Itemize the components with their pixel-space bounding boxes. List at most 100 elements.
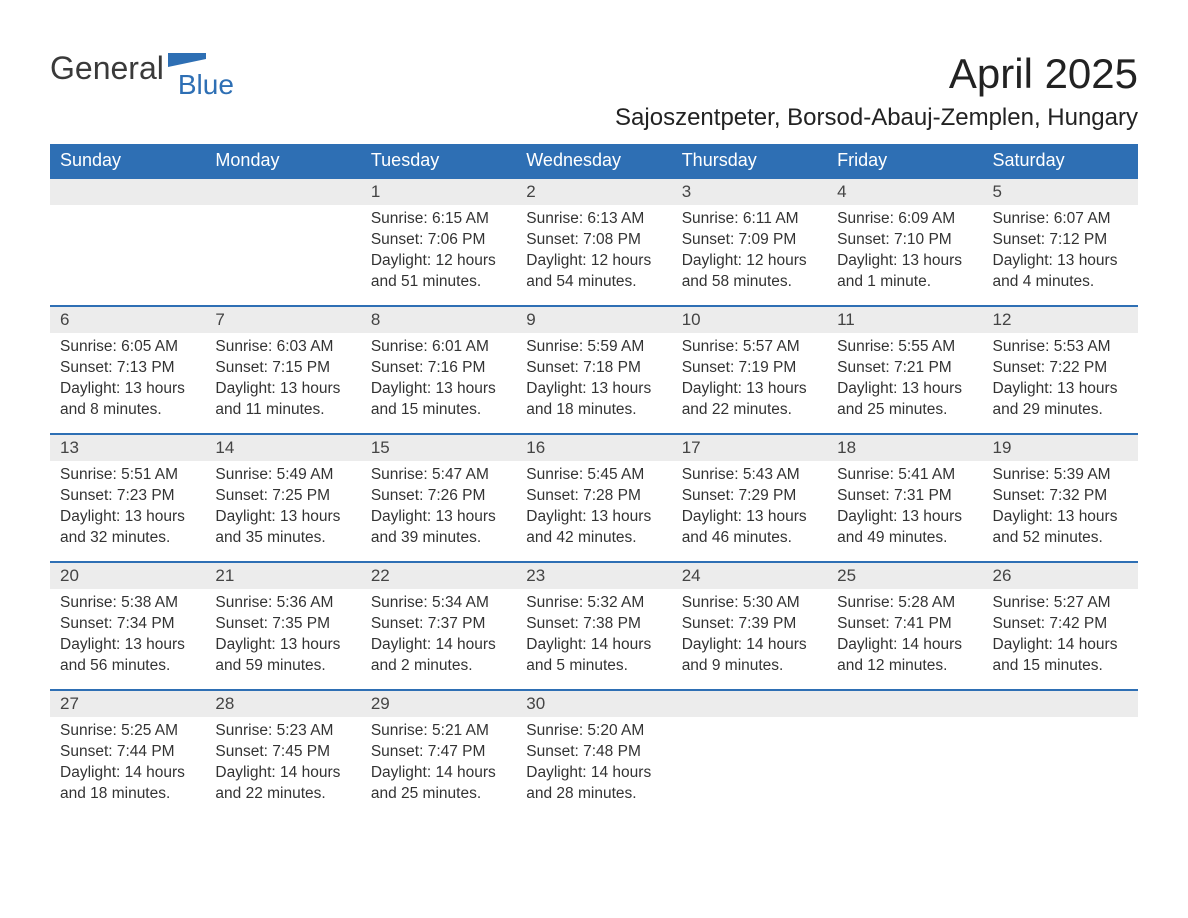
- calendar-cell: 18Sunrise: 5:41 AMSunset: 7:31 PMDayligh…: [827, 433, 982, 561]
- calendar-week: 13 Sunrise: 5:51 AMSunset: 7:23 PM Dayligh…: [50, 433, 1138, 561]
- day-number-band: 21: [205, 561, 360, 589]
- daylight-line1: Daylight: 13 hours: [837, 507, 972, 528]
- sunset-text: Sunset: 7:35 PM: [215, 614, 350, 635]
- day-number-band: 10: [672, 305, 827, 333]
- day-body: Sunrise: 5:25 AMSunset: 7:44 PMDaylight:…: [50, 717, 205, 815]
- day-number-band: [205, 177, 360, 205]
- day-body: Sunrise: 5:41 AMSunset: 7:31 PMDaylight:…: [827, 461, 982, 559]
- day-number-band: 7: [205, 305, 360, 333]
- sunset-text: Sunset: 7:22 PM: [993, 358, 1128, 379]
- daylight-line1: Daylight: 13 hours: [993, 379, 1128, 400]
- day-body: Sunrise: 5:49 AMSunset: 7:25 PMDaylight:…: [205, 461, 360, 559]
- sunrise-text: Sunrise: 5:45 AM: [526, 465, 661, 486]
- sunset-text: Sunset: 7:42 PM: [993, 614, 1128, 635]
- sunset-text: Sunset: 7:28 PM: [526, 486, 661, 507]
- daylight-line1: Daylight: 14 hours: [371, 635, 506, 656]
- sunrise-text: Sunrise: 6:11 AM: [682, 209, 817, 230]
- sunrise-text: Sunrise: 6:01 AM: [371, 337, 506, 358]
- daylight-line2: and 11 minutes.: [215, 400, 350, 421]
- sunrise-text: Sunrise: 5:59 AM: [526, 337, 661, 358]
- sunrise-text: Sunrise: 5:27 AM: [993, 593, 1128, 614]
- daylight-line2: and 58 minutes.: [682, 272, 817, 293]
- day-number-band: 3: [672, 177, 827, 205]
- sunset-text: Sunset: 7:34 PM: [60, 614, 195, 635]
- daylight-line1: Daylight: 14 hours: [837, 635, 972, 656]
- daylight-line2: and 8 minutes.: [60, 400, 195, 421]
- daylight-line2: and 49 minutes.: [837, 528, 972, 549]
- day-number-band: 14: [205, 433, 360, 461]
- day-body: Sunrise: 6:03 AMSunset: 7:15 PMDaylight:…: [205, 333, 360, 431]
- daylight-line2: and 1 minute.: [837, 272, 972, 293]
- day-header: Sunday: [50, 144, 205, 177]
- daylight-line1: Daylight: 13 hours: [215, 379, 350, 400]
- day-number-band: 29: [361, 689, 516, 717]
- day-body: Sunrise: 6:13 AMSunset: 7:08 PMDaylight:…: [516, 205, 671, 303]
- day-number-band: 15: [361, 433, 516, 461]
- day-header: Monday: [205, 144, 360, 177]
- daylight-line2: and 12 minutes.: [837, 656, 972, 677]
- day-number-band: 5: [983, 177, 1138, 205]
- day-number-band: [827, 689, 982, 717]
- day-body: Sunrise: 5:20 AMSunset: 7:48 PMDaylight:…: [516, 717, 671, 815]
- day-header: Friday: [827, 144, 982, 177]
- sunset-text: Sunset: 7:37 PM: [371, 614, 506, 635]
- calendar-cell: 9Sunrise: 5:59 AMSunset: 7:18 PMDaylight…: [516, 305, 671, 433]
- sunrise-text: Sunrise: 5:20 AM: [526, 721, 661, 742]
- daylight-line1: Daylight: 12 hours: [371, 251, 506, 272]
- daylight-line1: Daylight: 13 hours: [993, 251, 1128, 272]
- calendar-cell: 11Sunrise: 5:55 AMSunset: 7:21 PMDayligh…: [827, 305, 982, 433]
- calendar-cell: 5Sunrise: 6:07 AMSunset: 7:12 PMDaylight…: [983, 177, 1138, 305]
- daylight-line1: Daylight: 13 hours: [215, 507, 350, 528]
- brand-part2: Blue: [178, 69, 234, 101]
- day-number-band: 2: [516, 177, 671, 205]
- sunrise-text: Sunrise: 6:07 AM: [993, 209, 1128, 230]
- sunrise-text: Sunrise: 6:13 AM: [526, 209, 661, 230]
- day-body: Sunrise: 5:47 AMSunset: 7:26 PMDaylight:…: [361, 461, 516, 559]
- day-body: Sunrise: 6:09 AMSunset: 7:10 PMDaylight:…: [827, 205, 982, 303]
- day-number-band: 19: [983, 433, 1138, 461]
- day-number-band: 30: [516, 689, 671, 717]
- day-body: Sunrise: 5:38 AMSunset: 7:34 PMDaylight:…: [50, 589, 205, 687]
- daylight-line2: and 42 minutes.: [526, 528, 661, 549]
- day-body: Sunrise: 5:57 AMSunset: 7:19 PMDaylight:…: [672, 333, 827, 431]
- calendar-cell: 23Sunrise: 5:32 AMSunset: 7:38 PMDayligh…: [516, 561, 671, 689]
- sunrise-text: Sunrise: 5:28 AM: [837, 593, 972, 614]
- sunset-text: Sunset: 7:23 PM: [60, 486, 195, 507]
- day-body: Sunrise: 6:07 AMSunset: 7:12 PMDaylight:…: [983, 205, 1138, 303]
- calendar-cell: 29Sunrise: 5:21 AMSunset: 7:47 PMDayligh…: [361, 689, 516, 817]
- daylight-line2: and 5 minutes.: [526, 656, 661, 677]
- day-body: Sunrise: 5:32 AMSunset: 7:38 PMDaylight:…: [516, 589, 671, 687]
- day-number-band: 13: [50, 433, 205, 461]
- calendar-body: 1Sunrise: 6:15 AMSunset: 7:06 PMDaylight…: [50, 177, 1138, 817]
- sunrise-text: Sunrise: 6:09 AM: [837, 209, 972, 230]
- sunrise-text: Sunrise: 5:51 AM: [60, 465, 195, 486]
- daylight-line1: Daylight: 12 hours: [682, 251, 817, 272]
- calendar-cell: 14Sunrise: 5:49 AMSunset: 7:25 PMDayligh…: [205, 433, 360, 561]
- sunset-text: Sunset: 7:31 PM: [837, 486, 972, 507]
- daylight-line1: Daylight: 13 hours: [682, 507, 817, 528]
- calendar-week: 1Sunrise: 6:15 AMSunset: 7:06 PMDaylight…: [50, 177, 1138, 305]
- day-body: Sunrise: 5:27 AMSunset: 7:42 PMDaylight:…: [983, 589, 1138, 687]
- calendar-cell: 15Sunrise: 5:47 AMSunset: 7:26 PMDayligh…: [361, 433, 516, 561]
- day-header-row: SundayMondayTuesdayWednesdayThursdayFrid…: [50, 144, 1138, 177]
- sunset-text: Sunset: 7:12 PM: [993, 230, 1128, 251]
- daylight-line1: Daylight: 14 hours: [526, 763, 661, 784]
- sunset-text: Sunset: 7:38 PM: [526, 614, 661, 635]
- sunrise-text: Sunrise: 5:55 AM: [837, 337, 972, 358]
- calendar-cell: 22Sunrise: 5:34 AMSunset: 7:37 PMDayligh…: [361, 561, 516, 689]
- sunrise-text: Sunrise: 6:15 AM: [371, 209, 506, 230]
- sunset-text: Sunset: 7:41 PM: [837, 614, 972, 635]
- calendar-cell: [672, 689, 827, 817]
- sunrise-text: Sunrise: 5:53 AM: [993, 337, 1128, 358]
- sunset-text: Sunset: 7:25 PM: [215, 486, 350, 507]
- sunrise-text: Sunrise: 5:39 AM: [993, 465, 1128, 486]
- daylight-line2: and 28 minutes.: [526, 784, 661, 805]
- calendar-cell: 6Sunrise: 6:05 AMSunset: 7:13 PMDaylight…: [50, 305, 205, 433]
- sunset-text: Sunset: 7:06 PM: [371, 230, 506, 251]
- calendar-week: 27Sunrise: 5:25 AMSunset: 7:44 PMDayligh…: [50, 689, 1138, 817]
- calendar-week: 6Sunrise: 6:05 AMSunset: 7:13 PMDaylight…: [50, 305, 1138, 433]
- day-number-band: 20: [50, 561, 205, 589]
- sunset-text: Sunset: 7:21 PM: [837, 358, 972, 379]
- calendar-cell: 21Sunrise: 5:36 AMSunset: 7:35 PMDayligh…: [205, 561, 360, 689]
- daylight-line1: Daylight: 13 hours: [837, 379, 972, 400]
